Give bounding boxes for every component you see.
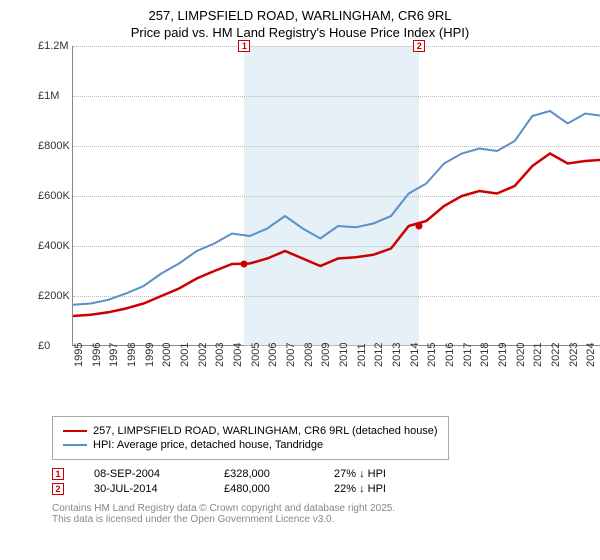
y-tick-label: £600K [38, 190, 70, 202]
x-tick-label: 2022 [550, 343, 562, 367]
x-tick-label: 2005 [250, 343, 262, 367]
x-tick-label: 2006 [267, 343, 279, 367]
x-tick-label: 2010 [338, 343, 350, 367]
y-tick-label: £400K [38, 240, 70, 252]
legend-swatch-2 [63, 444, 87, 446]
x-tick-label: 2009 [320, 343, 332, 367]
marker-box-2: 2 [413, 40, 425, 52]
x-tick-label: 2001 [179, 343, 191, 367]
marker-dot-1 [241, 261, 248, 268]
marker-dot-2 [416, 223, 423, 230]
tx-diff: 22% ↓ HPI [334, 483, 414, 495]
tx-price: £328,000 [224, 468, 304, 480]
y-tick-label: £800K [38, 140, 70, 152]
x-tick-label: 2019 [497, 343, 509, 367]
x-tick-label: 2013 [391, 343, 403, 367]
legend: 257, LIMPSFIELD ROAD, WARLINGHAM, CR6 9R… [52, 416, 449, 460]
y-tick-label: £1M [38, 90, 59, 102]
x-tick-label: 2016 [444, 343, 456, 367]
x-tick-label: 2003 [214, 343, 226, 367]
tx-marker-1: 1 [52, 468, 64, 480]
x-tick-label: 2015 [426, 343, 438, 367]
y-tick-label: £1.2M [38, 40, 69, 52]
footer-line-2: This data is licensed under the Open Gov… [52, 514, 588, 525]
y-tick-label: £0 [38, 340, 50, 352]
x-tick-label: 2023 [568, 343, 580, 367]
tx-date: 08-SEP-2004 [94, 468, 194, 480]
x-tick-label: 1995 [73, 343, 85, 367]
x-tick-label: 2018 [479, 343, 491, 367]
marker-box-1: 1 [238, 40, 250, 52]
tx-marker-2: 2 [52, 483, 64, 495]
x-tick-label: 2011 [356, 343, 368, 367]
footer: Contains HM Land Registry data © Crown c… [52, 503, 588, 525]
x-tick-label: 2017 [462, 343, 474, 367]
legend-swatch-1 [63, 430, 87, 432]
x-tick-label: 2021 [532, 343, 544, 367]
transaction-row: 1 08-SEP-2004 £328,000 27% ↓ HPI [52, 468, 588, 480]
footer-line-1: Contains HM Land Registry data © Crown c… [52, 503, 588, 514]
tx-price: £480,000 [224, 483, 304, 495]
legend-label-2: HPI: Average price, detached house, Tand… [93, 439, 323, 451]
x-tick-label: 1998 [126, 343, 138, 367]
x-tick-label: 2002 [197, 343, 209, 367]
legend-label-1: 257, LIMPSFIELD ROAD, WARLINGHAM, CR6 9R… [93, 425, 438, 437]
x-tick-label: 1997 [108, 343, 120, 367]
x-tick-label: 2012 [373, 343, 385, 367]
series-price_paid [73, 154, 600, 317]
x-tick-label: 2014 [409, 343, 421, 367]
x-tick-label: 2020 [515, 343, 527, 367]
legend-row-2: HPI: Average price, detached house, Tand… [63, 439, 438, 451]
series-hpi [73, 111, 600, 305]
transaction-table: 1 08-SEP-2004 £328,000 27% ↓ HPI 2 30-JUL-201… [52, 468, 588, 495]
transaction-row: 2 30-JUL-2014 £480,000 22% ↓ HPI [52, 483, 588, 495]
x-tick-label: 2000 [161, 343, 173, 367]
chart-title: 257, LIMPSFIELD ROAD, WARLINGHAM, CR6 9R… [12, 8, 588, 23]
x-tick-label: 1996 [91, 343, 103, 367]
x-tick-label: 2007 [285, 343, 297, 367]
legend-row-1: 257, LIMPSFIELD ROAD, WARLINGHAM, CR6 9R… [63, 425, 438, 437]
y-tick-label: £200K [38, 290, 70, 302]
tx-date: 30-JUL-2014 [94, 483, 194, 495]
chart-subtitle: Price paid vs. HM Land Registry's House … [12, 25, 588, 40]
plot-region: £0£200K£400K£600K£800K£1M£1.2M1995199619… [72, 46, 600, 346]
x-tick-label: 2004 [232, 343, 244, 367]
x-tick-label: 2024 [585, 343, 597, 367]
x-tick-label: 1999 [144, 343, 156, 367]
tx-diff: 27% ↓ HPI [334, 468, 414, 480]
chart-area: £0£200K£400K£600K£800K£1M£1.2M1995199619… [42, 46, 600, 376]
x-tick-label: 2008 [303, 343, 315, 367]
